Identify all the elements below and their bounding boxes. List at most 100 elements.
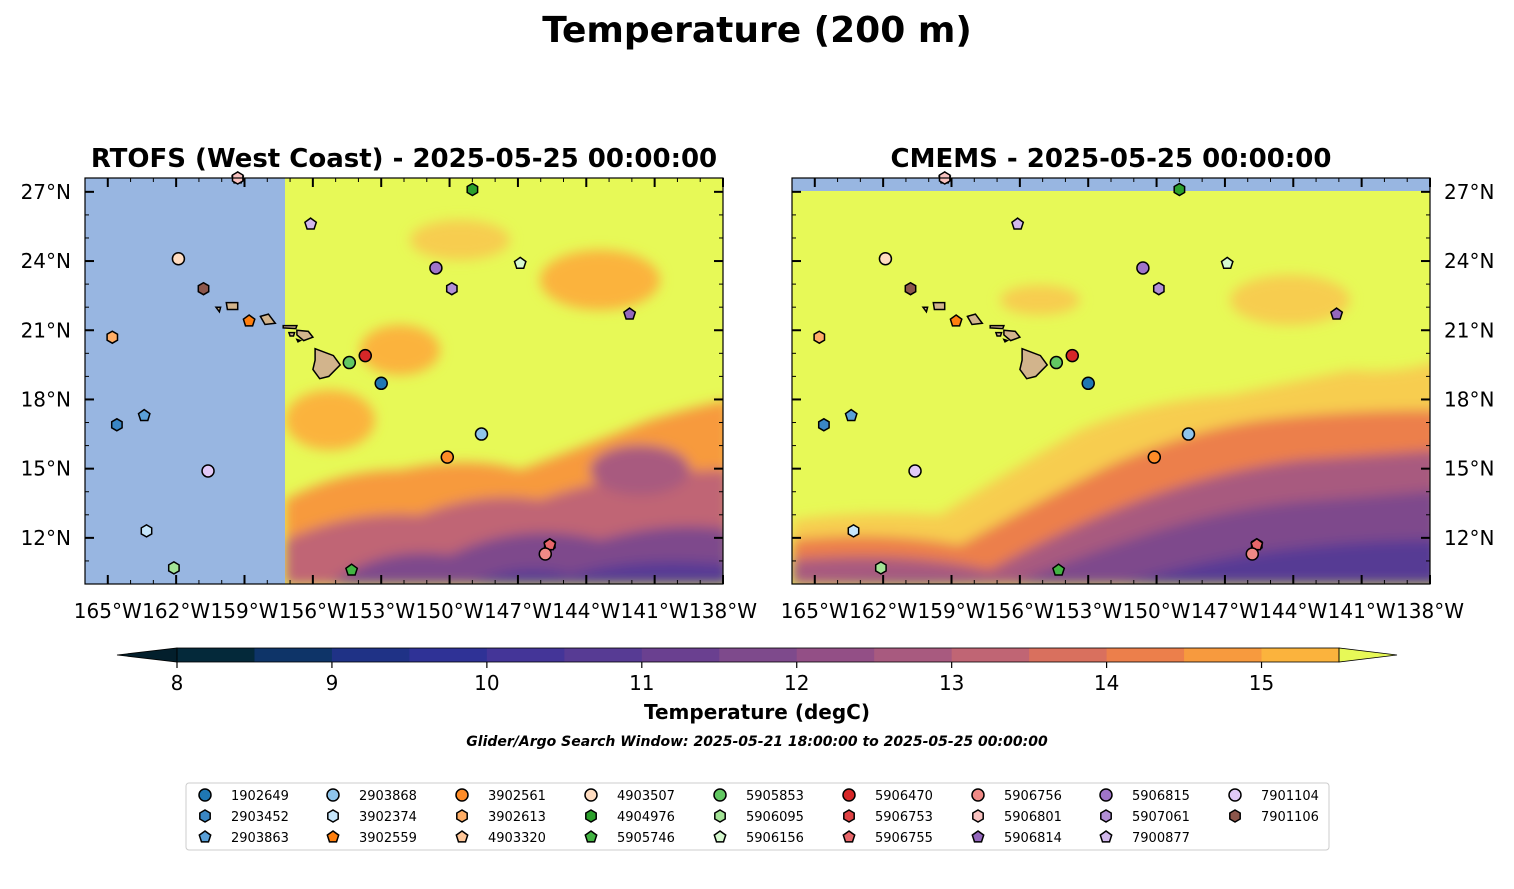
island-hawaii [1019,347,1049,380]
legend-item-2903868: 2903868 [326,788,417,804]
legend-label: 5906156 [746,831,804,846]
float-marker-3902561 [440,450,455,464]
legend-marker-5906470 [842,788,856,802]
legend-label: 7900877 [1132,831,1190,846]
legend-marker-4903507 [584,788,598,802]
x-tick-label: 156°W [986,599,1054,623]
colorbar-under-arrow [116,647,178,663]
float-marker-7900877 [1011,217,1025,230]
legend-item-5906801: 5906801 [972,809,1062,825]
legend-marker-5906815 [1099,788,1113,802]
float-marker-5906470 [1065,348,1080,363]
x-axis-cmems: 165°W 162°W 159°W 156°W 153°W 150°W 147°W 144°W… [781,178,1464,623]
colorbar-swatch [564,648,643,662]
legend-marker-5906755 [842,830,856,843]
legend-item-3902374: 3902374 [327,809,417,825]
float-marker-4903507 [171,251,186,266]
float-marker-5905853 [342,355,357,370]
float-marker-4904976 [466,182,479,197]
map-panel-rtofs: RTOFS (West Coast) - 2025-05-25 00:00:00… [21,144,758,623]
x-tick-label: 162°W [849,599,917,623]
float-marker-5906156 [513,256,527,269]
legend: 1902649 2903452 2903863 2903868 3902374 39025… [185,782,1330,851]
float-marker-2903868 [1181,427,1196,441]
y-tick-label: 24°N [1444,249,1494,273]
float-marker-3902613 [813,330,826,345]
float-marker-5906156 [1220,256,1234,269]
legend-marker-5905746 [584,830,598,843]
x-tick-label: 150°W [416,599,484,623]
y-tick-label: 18°N [21,387,71,411]
x-tick-label: 144°W [552,599,620,623]
y-tick-label: 18°N [1444,387,1494,411]
figure-title: Temperature (200 m) [542,10,972,51]
colorbar-swatch [1261,648,1340,662]
x-tick-label: 159°W [211,599,279,623]
colorbar-swatches [116,647,1398,663]
colorbar-swatch [874,648,953,662]
float-marker-5906815 [1136,261,1150,275]
legend-item-4904976: 4904976 [585,809,675,825]
legend-label: 3902561 [488,789,546,804]
legend-marker-5906814 [971,830,985,843]
islands-rtofs [214,301,342,380]
legend-item-5906095: 5906095 [714,809,804,825]
float-marker-7900877 [304,217,318,230]
legend-label: 1902649 [231,789,289,804]
legend-marker-5906756 [971,788,985,802]
legend-marker-4903320 [455,830,469,843]
legend-label: 5906753 [875,810,933,825]
float-marker-1902649 [1081,376,1095,391]
y-tick-label: 27°N [21,180,71,204]
legend-item-2903863: 2903863 [198,830,289,846]
legend-marker-7900877 [1099,830,1113,843]
island-molokai [989,324,1005,330]
colorbar-swatch [1029,648,1108,662]
legend-item-5907061: 5907061 [1100,809,1190,825]
legend-item-3902561: 3902561 [455,788,546,804]
legend-item-7900877: 7900877 [1099,830,1190,846]
float-marker-3902561 [1147,450,1162,464]
colorbar-tick-label: 11 [629,671,654,695]
x-tick-label: 141°W [1328,599,1396,623]
y-tick-label: 24°N [21,249,71,273]
legend-item-3902559: 3902559 [326,830,417,846]
colorbar-swatch [1184,648,1263,662]
legend-item-4903507: 4903507 [584,788,675,804]
float-marker-5906815 [429,261,443,275]
legend-item-1902649: 1902649 [198,788,289,804]
island-oahu [966,313,984,326]
island-niihau [921,306,929,314]
float-marker-4903507 [878,251,893,266]
colorbar-swatch [331,648,410,662]
float-marker-5907061 [1152,281,1165,296]
legend-label: 5906814 [1004,831,1062,846]
legend-item-3902613: 3902613 [456,809,546,825]
legend-label: 2903452 [231,810,289,825]
x-tick-label: 138°W [1396,599,1464,623]
colorbar-tick-label: 12 [784,671,809,695]
legend-label: 5906756 [1004,789,1062,804]
y-tick-label: 15°N [1444,457,1494,481]
legend-marker-5906156 [713,830,727,843]
y-axis-rtofs: 12°N 15°N 18°N 21°N 24°N 27°N [21,180,723,585]
float-marker-5906814 [1330,307,1344,320]
colorbar-label: Temperature (degC) [644,700,870,724]
legend-item-7901106: 7901106 [1229,809,1319,825]
legend-label: 3902613 [488,810,546,825]
float-marker-3902374 [140,524,153,538]
colorbar-outline [176,647,1340,663]
x-tick-label: 144°W [1259,599,1327,623]
island-oahu [259,313,277,326]
float-marker-5906814 [623,307,637,320]
legend-marker-2903863 [198,830,212,843]
legend-marker-5906801 [972,809,984,823]
legend-marker-1902649 [198,788,212,802]
legend-label: 5906801 [1004,810,1062,825]
colorbar-tick-label: 8 [171,671,184,695]
float-marker-7901106 [904,281,917,296]
search-window-text: Glider/Argo Search Window: 2025-05-21 18… [466,734,1048,750]
legend-label: 5906815 [1132,789,1190,804]
legend-box [185,782,1330,851]
float-marker-3902374 [847,524,860,538]
